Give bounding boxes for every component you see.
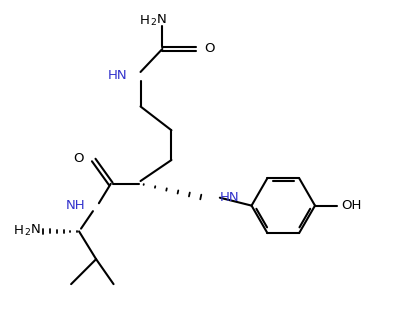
Text: H: H xyxy=(139,14,149,26)
Text: H: H xyxy=(14,224,24,237)
Text: HN: HN xyxy=(108,69,128,82)
Text: HN: HN xyxy=(220,191,240,204)
Text: O: O xyxy=(204,42,214,55)
Text: NH: NH xyxy=(65,199,85,212)
Text: O: O xyxy=(74,152,84,165)
Text: $_2$N: $_2$N xyxy=(24,223,41,238)
Text: OH: OH xyxy=(342,199,362,212)
Text: $_2$N: $_2$N xyxy=(150,13,167,28)
